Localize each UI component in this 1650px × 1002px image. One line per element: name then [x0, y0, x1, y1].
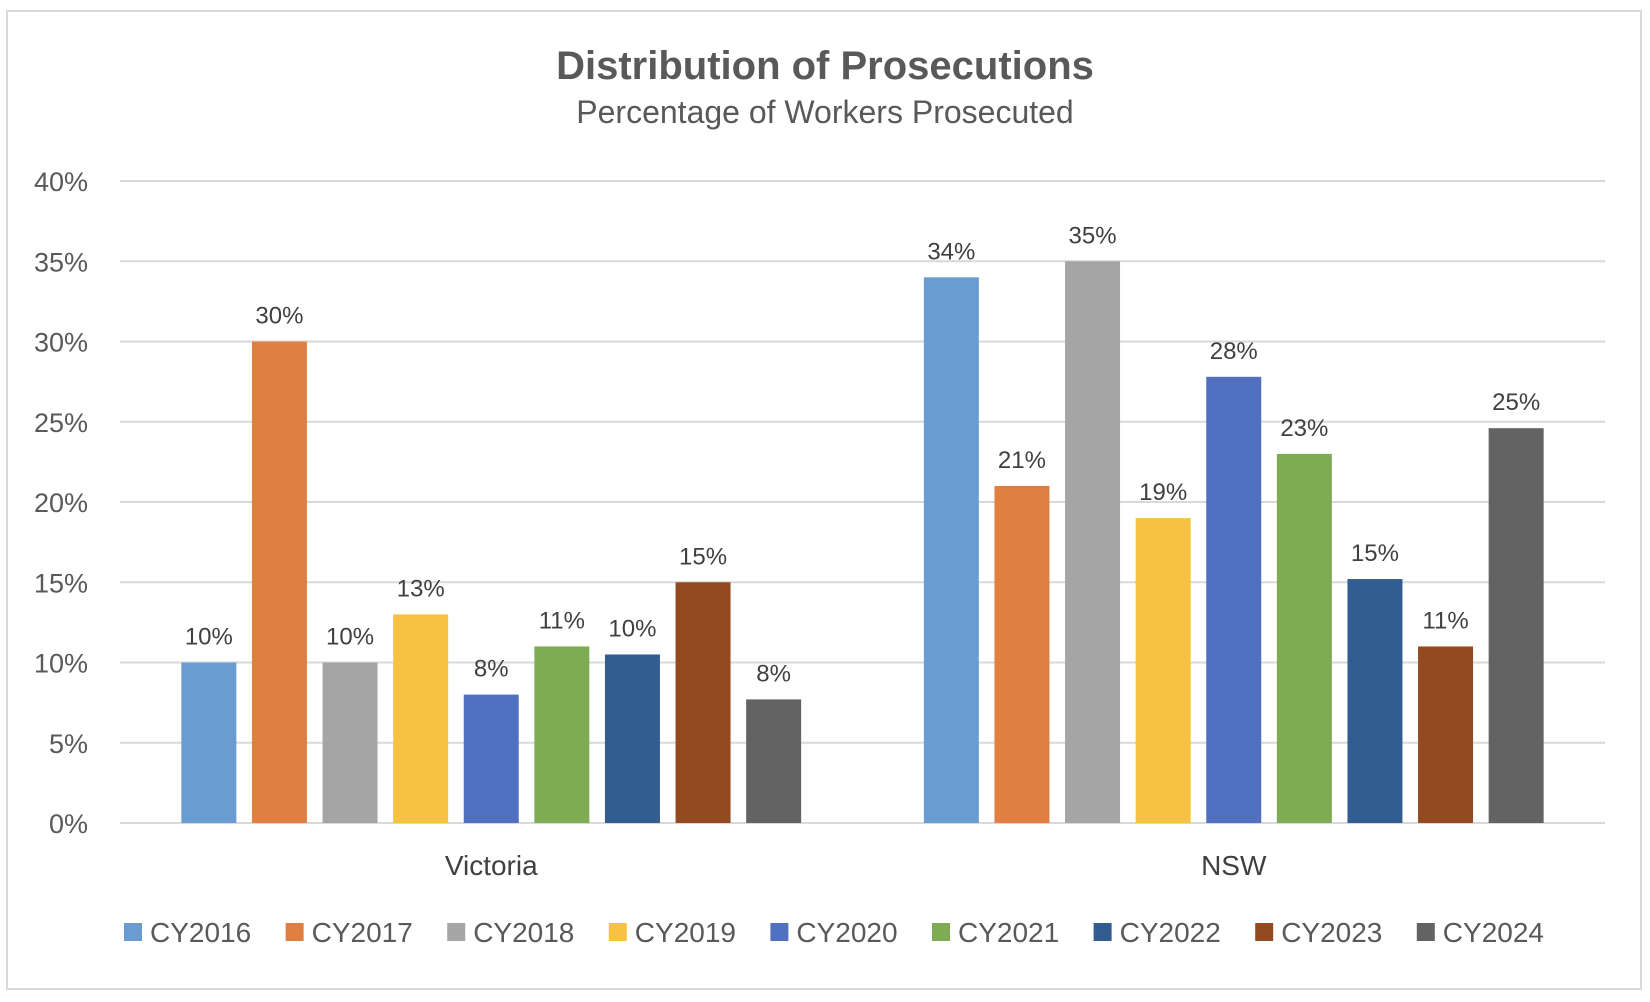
bar-victoria-cy2020: [463, 694, 519, 823]
bar-nsw-cy2023: [1418, 646, 1474, 823]
legend-label: CY2020: [796, 917, 897, 948]
bar-victoria-cy2024: [746, 699, 802, 823]
legend-label: CY2021: [958, 917, 1059, 948]
data-label: 13%: [397, 575, 445, 602]
bar-nsw-cy2020: [1206, 376, 1262, 823]
legend: CY2016 CY2017 CY2018 CY2019 CY2020 CY2021 CY20…: [124, 917, 1544, 948]
legend-swatch: [1093, 923, 1112, 941]
bar-nsw-cy2017: [994, 485, 1050, 823]
legend-label: CY2024: [1443, 917, 1544, 948]
y-axis-ticks: 0% 5% 10% 15% 20% 25% 30% 35% 40%: [34, 167, 88, 839]
bar-victoria-cy2017: [251, 341, 307, 823]
data-label: 10%: [608, 615, 656, 642]
y-tick-label: 35%: [34, 247, 88, 277]
data-label: 10%: [185, 624, 233, 651]
bar-nsw-cy2022: [1347, 579, 1403, 823]
legend-swatch: [932, 923, 950, 941]
legend-swatch: [1416, 923, 1435, 941]
data-label: 15%: [679, 543, 727, 570]
data-label: 34%: [927, 238, 975, 265]
bar-victoria-cy2021: [534, 646, 590, 823]
bar-victoria-cy2016: [181, 662, 237, 823]
data-label: 21%: [998, 447, 1046, 474]
legend-swatch: [447, 923, 466, 941]
data-label: 30%: [255, 303, 303, 330]
y-tick-label: 5%: [49, 729, 88, 759]
bar-victoria-cy2019: [393, 614, 449, 823]
data-label: 19%: [1139, 479, 1187, 506]
data-label: 10%: [326, 624, 374, 651]
data-label: 8%: [756, 660, 791, 687]
bar-victoria-cy2023: [675, 582, 731, 823]
data-label: 35%: [1069, 222, 1117, 249]
bar-nsw-cy2021: [1276, 453, 1332, 823]
data-label: 15%: [1351, 540, 1399, 567]
bar-victoria-cy2022: [604, 654, 660, 823]
legend-label: CY2023: [1281, 917, 1382, 948]
bar-victoria-cy2018: [322, 662, 378, 823]
y-tick-label: 25%: [34, 408, 88, 438]
bars: [181, 261, 1544, 823]
bar-nsw-cy2024: [1488, 428, 1544, 823]
data-label: 11%: [1422, 607, 1468, 634]
y-tick-label: 30%: [34, 328, 88, 358]
data-label: 23%: [1280, 415, 1328, 442]
bar-nsw-cy2016: [923, 277, 979, 823]
legend-label: CY2022: [1120, 917, 1221, 948]
chart-subtitle: Percentage of Workers Prosecuted: [576, 94, 1073, 130]
x-category-label: Victoria: [445, 850, 538, 881]
y-tick-label: 20%: [34, 488, 88, 518]
legend-label: CY2019: [635, 917, 736, 948]
data-label: 28%: [1210, 338, 1258, 365]
data-label: 8%: [474, 656, 509, 683]
legend-swatch: [608, 923, 627, 941]
data-labels: 10% 30% 10% 13% 8% 11% 10% 15% 8% 34% 21% 35% 19% 28%…: [185, 222, 1540, 687]
y-tick-label: 15%: [34, 568, 88, 598]
y-tick-label: 0%: [49, 809, 88, 839]
chart-title: Distribution of Prosecutions: [556, 44, 1094, 88]
bar-nsw-cy2019: [1135, 518, 1191, 823]
y-tick-label: 40%: [34, 167, 88, 197]
data-label: 11%: [539, 607, 585, 634]
x-axis-categories: Victoria NSW: [445, 850, 1267, 881]
legend-label: CY2016: [150, 917, 251, 948]
bar-nsw-cy2018: [1065, 261, 1121, 823]
legend-swatch: [124, 923, 142, 941]
x-category-label: NSW: [1201, 850, 1267, 881]
legend-label: CY2018: [473, 917, 574, 948]
legend-swatch: [1255, 923, 1274, 941]
y-tick-label: 10%: [34, 649, 88, 679]
legend-swatch: [770, 923, 789, 941]
data-label: 25%: [1492, 389, 1540, 416]
legend-swatch: [285, 923, 304, 941]
legend-label: CY2017: [312, 917, 413, 948]
